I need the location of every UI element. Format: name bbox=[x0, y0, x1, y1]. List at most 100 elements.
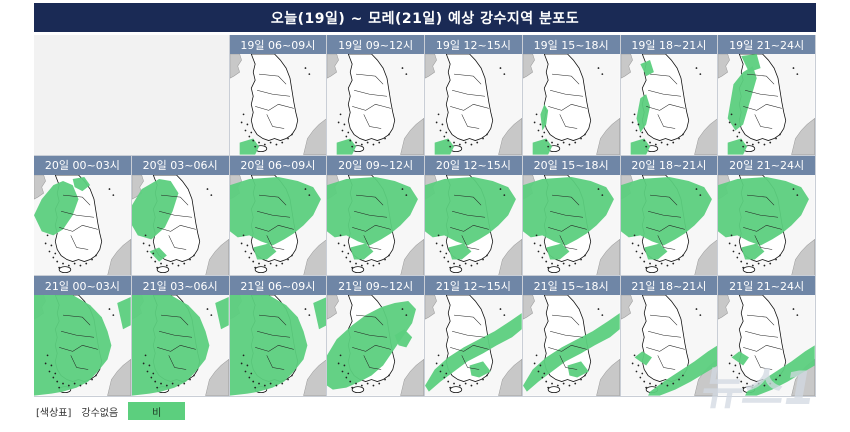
island-dot bbox=[154, 380, 156, 383]
island-dot bbox=[56, 260, 59, 263]
island-dot bbox=[343, 123, 346, 126]
rain-area bbox=[630, 138, 650, 155]
jeju-island bbox=[58, 265, 72, 273]
island-dot bbox=[257, 382, 260, 385]
province-border bbox=[649, 194, 677, 206]
china-land bbox=[327, 54, 340, 79]
island-dot bbox=[695, 67, 697, 69]
island-dot bbox=[108, 187, 111, 190]
island-dot bbox=[307, 73, 310, 76]
province-border bbox=[645, 104, 685, 111]
province-border bbox=[747, 194, 775, 206]
province-border bbox=[70, 355, 89, 371]
island-dot bbox=[458, 384, 461, 387]
island-dot bbox=[372, 143, 375, 146]
japan-land bbox=[205, 359, 229, 396]
island-dot bbox=[579, 137, 582, 140]
island-dot bbox=[244, 250, 246, 253]
island-dot bbox=[73, 382, 76, 385]
island-dot bbox=[752, 264, 754, 267]
island-dot bbox=[443, 256, 446, 259]
rain-area bbox=[639, 60, 654, 77]
island-dot bbox=[206, 308, 209, 311]
island-dot bbox=[347, 252, 350, 255]
island-dot bbox=[660, 262, 663, 265]
island-dot bbox=[54, 252, 57, 255]
island-dot bbox=[671, 262, 674, 265]
province-border bbox=[461, 355, 480, 371]
island-dot bbox=[635, 129, 637, 132]
island-dot bbox=[736, 256, 739, 259]
island-dot bbox=[562, 262, 565, 265]
time-label: 20일 03~06시 bbox=[131, 155, 229, 175]
island-dot bbox=[439, 370, 442, 373]
province-border bbox=[158, 210, 192, 218]
map-panel: 21일 15~18시 bbox=[522, 276, 621, 397]
island-dot bbox=[698, 73, 701, 76]
korea-rain-map bbox=[34, 295, 131, 396]
rain-area bbox=[394, 329, 413, 348]
island-dot bbox=[52, 256, 55, 259]
island-dot bbox=[681, 254, 684, 257]
korea-rain-map bbox=[425, 295, 522, 396]
island-dot bbox=[304, 308, 306, 311]
province-border bbox=[754, 114, 773, 129]
rain-area bbox=[540, 104, 548, 131]
island-dot bbox=[159, 382, 162, 385]
island-dot bbox=[637, 244, 639, 247]
island-dot bbox=[539, 364, 542, 367]
japan-land bbox=[400, 359, 424, 396]
island-dot bbox=[769, 262, 772, 265]
rain-area bbox=[34, 295, 112, 396]
time-label: 21일 09~12시 bbox=[327, 276, 424, 296]
island-dot bbox=[345, 135, 348, 138]
island-dot bbox=[349, 139, 352, 142]
island-dot bbox=[654, 384, 657, 387]
map-panel: 19일 18~21시 bbox=[620, 35, 719, 156]
island-dot bbox=[337, 121, 340, 124]
island-dot bbox=[470, 264, 473, 267]
rain-area bbox=[34, 180, 79, 236]
island-dot bbox=[240, 121, 242, 124]
island-dot bbox=[244, 370, 246, 373]
island-dot bbox=[541, 376, 543, 379]
island-dot bbox=[476, 262, 479, 265]
island-dot bbox=[73, 262, 76, 265]
island-dot bbox=[736, 376, 739, 379]
island-dot bbox=[144, 234, 147, 236]
province-border bbox=[254, 104, 294, 111]
island-dot bbox=[275, 143, 277, 146]
island-dot bbox=[642, 260, 645, 263]
island-dot bbox=[144, 354, 147, 357]
island-dot bbox=[148, 364, 151, 367]
map-panel: 20일 09~12시 bbox=[327, 155, 425, 277]
province-border bbox=[354, 210, 388, 218]
jeju-island bbox=[352, 265, 365, 273]
japan-land bbox=[400, 118, 424, 155]
japan-land bbox=[107, 238, 131, 276]
island-dot bbox=[251, 380, 254, 383]
korea-land bbox=[641, 295, 689, 383]
map-panel: 21일 21~24시 bbox=[718, 276, 816, 397]
island-dot bbox=[339, 234, 342, 236]
island-dot bbox=[367, 262, 369, 265]
island-dot bbox=[372, 264, 375, 267]
korea-rain-map bbox=[229, 174, 327, 276]
province-border bbox=[647, 210, 681, 218]
korea-rain-map bbox=[425, 54, 522, 155]
rain-area bbox=[327, 176, 419, 246]
island-dot bbox=[91, 378, 93, 381]
province-border bbox=[547, 224, 587, 232]
time-label: 20일 09~12시 bbox=[327, 155, 424, 175]
island-dot bbox=[583, 133, 586, 136]
island-dot bbox=[269, 382, 272, 385]
province-border bbox=[363, 355, 382, 371]
island-dot bbox=[792, 67, 795, 69]
province-border bbox=[657, 355, 675, 371]
island-dot bbox=[62, 382, 64, 385]
province-border bbox=[352, 345, 392, 352]
island-dot bbox=[464, 262, 467, 265]
island-dot bbox=[660, 382, 663, 385]
island-dot bbox=[499, 308, 502, 311]
province-border bbox=[363, 114, 382, 129]
